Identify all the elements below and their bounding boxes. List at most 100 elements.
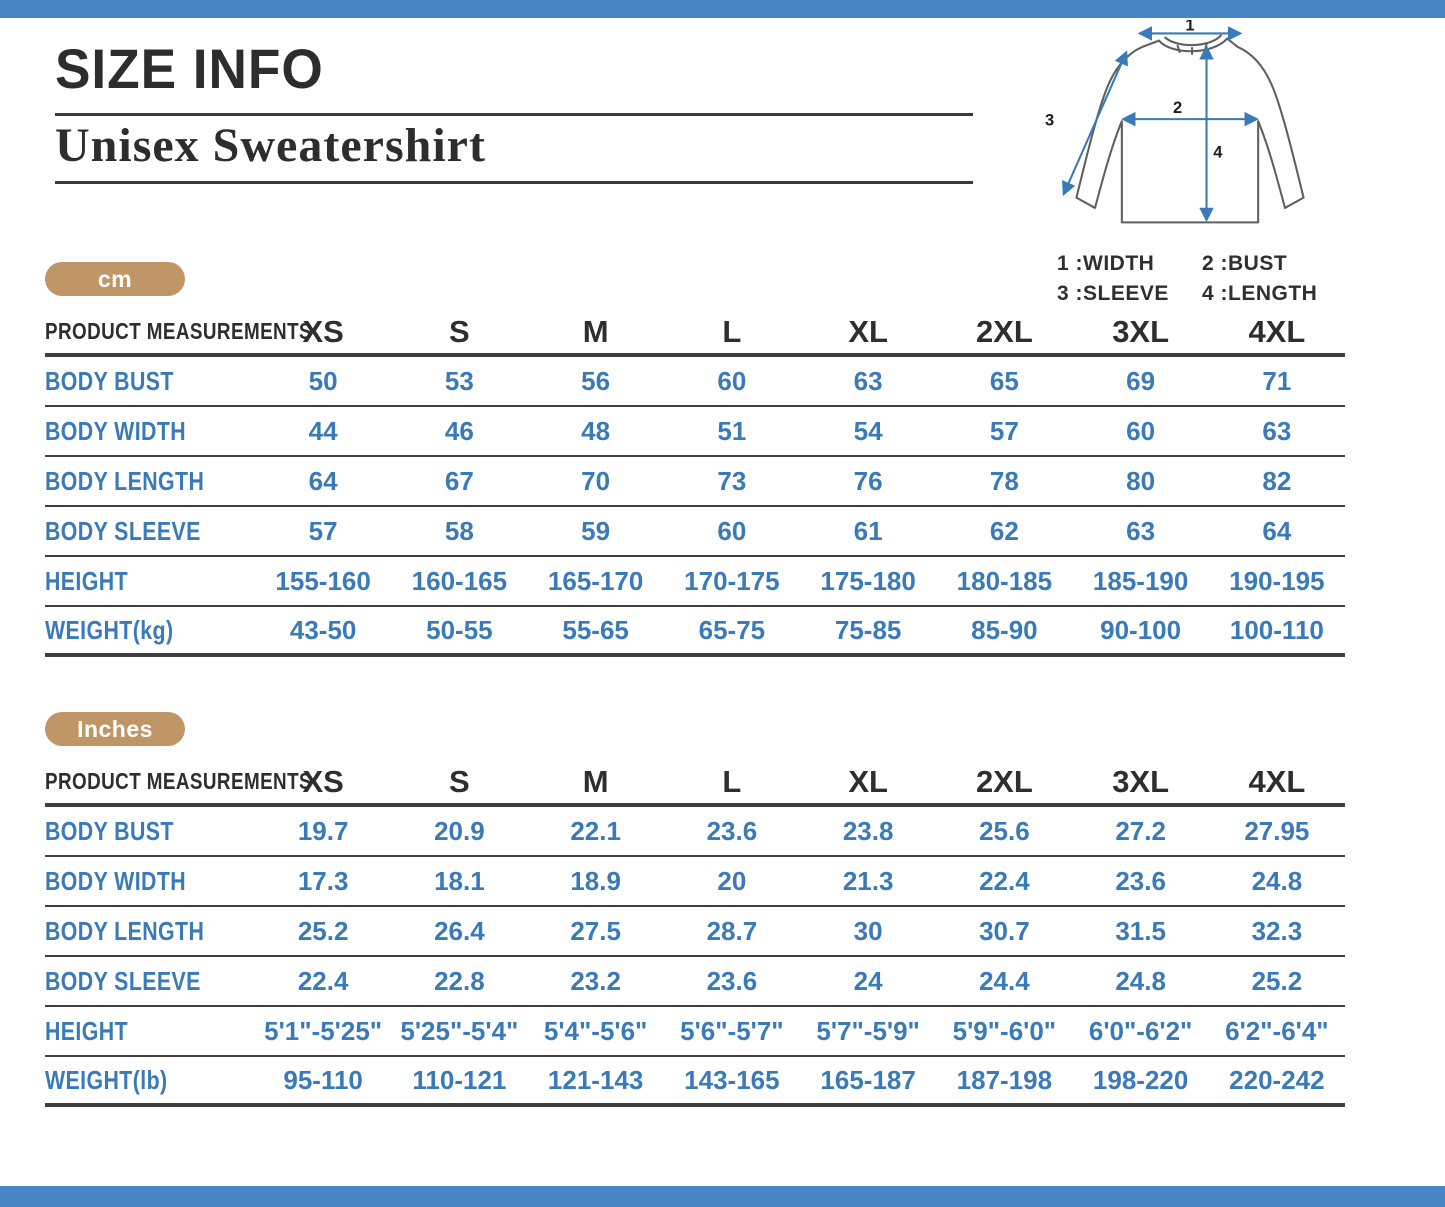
- marker-3: 3: [1045, 110, 1054, 129]
- size-value-cell: 23.6: [1115, 865, 1166, 896]
- size-value-cell: 43-50: [289, 614, 357, 645]
- measurement-legend: 1 :WIDTH 2 :BUST 3 :SLEEVE 4 :LENGTH: [1057, 252, 1435, 306]
- table-row: BODY BUST 19.7 20.9 22.1 23.6 23.8 25.6 27.2 27.…: [45, 807, 1345, 857]
- size-value-cell: 30.7: [979, 915, 1030, 946]
- size-value-cell: 78: [989, 465, 1019, 496]
- measurements-column-header: PRODUCT MEASUREMENTS: [45, 318, 313, 344]
- size-value-cell: 185-190: [1092, 565, 1189, 596]
- size-value-cell: 85-90: [971, 614, 1038, 645]
- size-column-header: XS: [302, 763, 344, 799]
- row-label: BODY BUST: [45, 815, 174, 846]
- marker-4: 4: [1213, 142, 1223, 161]
- page-title: SIZE INFO: [55, 37, 324, 100]
- row-label: WEIGHT(kg): [45, 614, 174, 645]
- sleeve-arrow: [1062, 50, 1128, 197]
- size-value-cell: 18.1: [434, 865, 485, 896]
- size-value-cell: 5'9"-6'0": [952, 1015, 1057, 1046]
- page-header: SIZE INFO Unisex Sweatershirt: [55, 36, 973, 184]
- size-value-cell: 25.2: [297, 915, 349, 946]
- product-subtitle: Unisex Sweatershirt: [55, 119, 486, 172]
- marker-2: 2: [1173, 98, 1182, 117]
- size-value-cell: 50-55: [426, 614, 493, 645]
- size-value-cell: 22.8: [434, 965, 485, 996]
- size-value-cell: 57: [308, 515, 338, 546]
- measurements-column-header: PRODUCT MEASUREMENTS: [45, 768, 313, 794]
- inches-table-section: Inches PRODUCT MEASUREMENTS XS S M L XL 2XL 3XL…: [45, 712, 1345, 1107]
- size-column-header: 3XL: [1112, 763, 1170, 799]
- cm-size-table: PRODUCT MEASUREMENTS XS S M L XL 2XL 3XL 4XL BODY…: [45, 310, 1345, 657]
- size-value-cell: 190-195: [1229, 565, 1325, 596]
- size-column-header: 4XL: [1248, 313, 1306, 349]
- size-value-cell: 31.5: [1115, 915, 1166, 946]
- table-row: BODY BUST 50 53 56 60 63 65 69 71: [45, 357, 1345, 407]
- size-value-cell: 165-187: [820, 1064, 916, 1095]
- size-value-cell: 143-165: [684, 1064, 780, 1095]
- size-value-cell: 180-185: [956, 565, 1053, 596]
- table-row: WEIGHT(kg) 43-50 50-55 55-65 65-75 75-85 85-90…: [45, 607, 1345, 657]
- size-value-cell: 50: [308, 365, 338, 396]
- size-column-header: 2XL: [975, 763, 1033, 799]
- size-value-cell: 28.7: [706, 915, 758, 946]
- size-value-cell: 57: [989, 415, 1019, 446]
- size-value-cell: 23.6: [706, 965, 758, 996]
- size-value-cell: 25.6: [979, 815, 1030, 846]
- size-value-cell: 5'25"-5'4": [400, 1015, 519, 1046]
- size-value-cell: 19.7: [297, 815, 349, 846]
- size-value-cell: 63: [1126, 515, 1156, 546]
- row-label: BODY SLEEVE: [45, 515, 201, 546]
- row-label: BODY BUST: [45, 365, 174, 396]
- size-value-cell: 82: [1262, 465, 1292, 496]
- size-value-cell: 60: [717, 515, 747, 546]
- row-label: BODY LENGTH: [45, 465, 205, 496]
- size-value-cell: 75-85: [834, 614, 902, 645]
- row-label: BODY WIDTH: [45, 415, 187, 446]
- size-value-cell: 58: [444, 515, 474, 546]
- row-label: BODY SLEEVE: [45, 965, 201, 996]
- size-value-cell: 160-165: [411, 565, 508, 596]
- sweatshirt-outline-icon: [1075, 34, 1305, 224]
- size-value-cell: 165-170: [547, 565, 644, 596]
- table-row: WEIGHT(lb) 95-110 110-121 121-143 143-165 165…: [45, 1057, 1345, 1107]
- marker-1: 1: [1185, 20, 1194, 34]
- size-value-cell: 65: [989, 365, 1019, 396]
- size-value-cell: 67: [444, 465, 474, 496]
- row-label: BODY WIDTH: [45, 865, 187, 896]
- size-column-header: S: [449, 313, 470, 349]
- size-value-cell: 62: [989, 515, 1019, 546]
- size-value-cell: 65-75: [698, 614, 766, 645]
- size-value-cell: 20: [717, 865, 747, 896]
- size-value-cell: 6'2"-6'4": [1225, 1015, 1329, 1046]
- size-value-cell: 20.9: [434, 815, 485, 846]
- size-column-header: 2XL: [975, 313, 1033, 349]
- size-value-cell: 27.95: [1244, 815, 1310, 846]
- size-value-cell: 71: [1262, 365, 1292, 396]
- size-value-cell: 23.6: [706, 815, 758, 846]
- size-value-cell: 110-121: [412, 1064, 507, 1095]
- size-column-header: M: [582, 313, 609, 349]
- size-value-cell: 17.3: [297, 865, 349, 896]
- size-column-header: S: [449, 763, 470, 799]
- size-column-header: L: [722, 313, 742, 349]
- size-value-cell: 5'6"-5'7": [680, 1015, 784, 1046]
- size-value-cell: 23.8: [842, 815, 894, 846]
- size-column-header: XL: [848, 313, 888, 349]
- size-value-cell: 53: [444, 365, 474, 396]
- size-value-cell: 46: [444, 415, 474, 446]
- size-value-cell: 55-65: [562, 614, 629, 645]
- size-value-cell: 5'1"-5'25": [264, 1015, 383, 1046]
- size-value-cell: 95-110: [283, 1064, 363, 1095]
- table-header-row: PRODUCT MEASUREMENTS XS S M L XL 2XL 3XL 4XL: [45, 760, 1345, 807]
- size-value-cell: 32.3: [1251, 915, 1303, 946]
- size-value-cell: 25.2: [1251, 965, 1303, 996]
- inches-size-table: PRODUCT MEASUREMENTS XS S M L XL 2XL 3XL 4XL BODY…: [45, 760, 1345, 1107]
- row-label: HEIGHT: [45, 565, 129, 596]
- size-value-cell: 76: [853, 465, 883, 496]
- size-value-cell: 24: [853, 965, 883, 996]
- top-border-band: [0, 0, 1445, 18]
- size-value-cell: 51: [717, 415, 747, 446]
- size-value-cell: 59: [581, 515, 611, 546]
- bottom-border-band: [0, 1186, 1445, 1207]
- size-value-cell: 27.5: [570, 915, 621, 946]
- size-value-cell: 54: [853, 415, 883, 446]
- size-value-cell: 48: [581, 415, 611, 446]
